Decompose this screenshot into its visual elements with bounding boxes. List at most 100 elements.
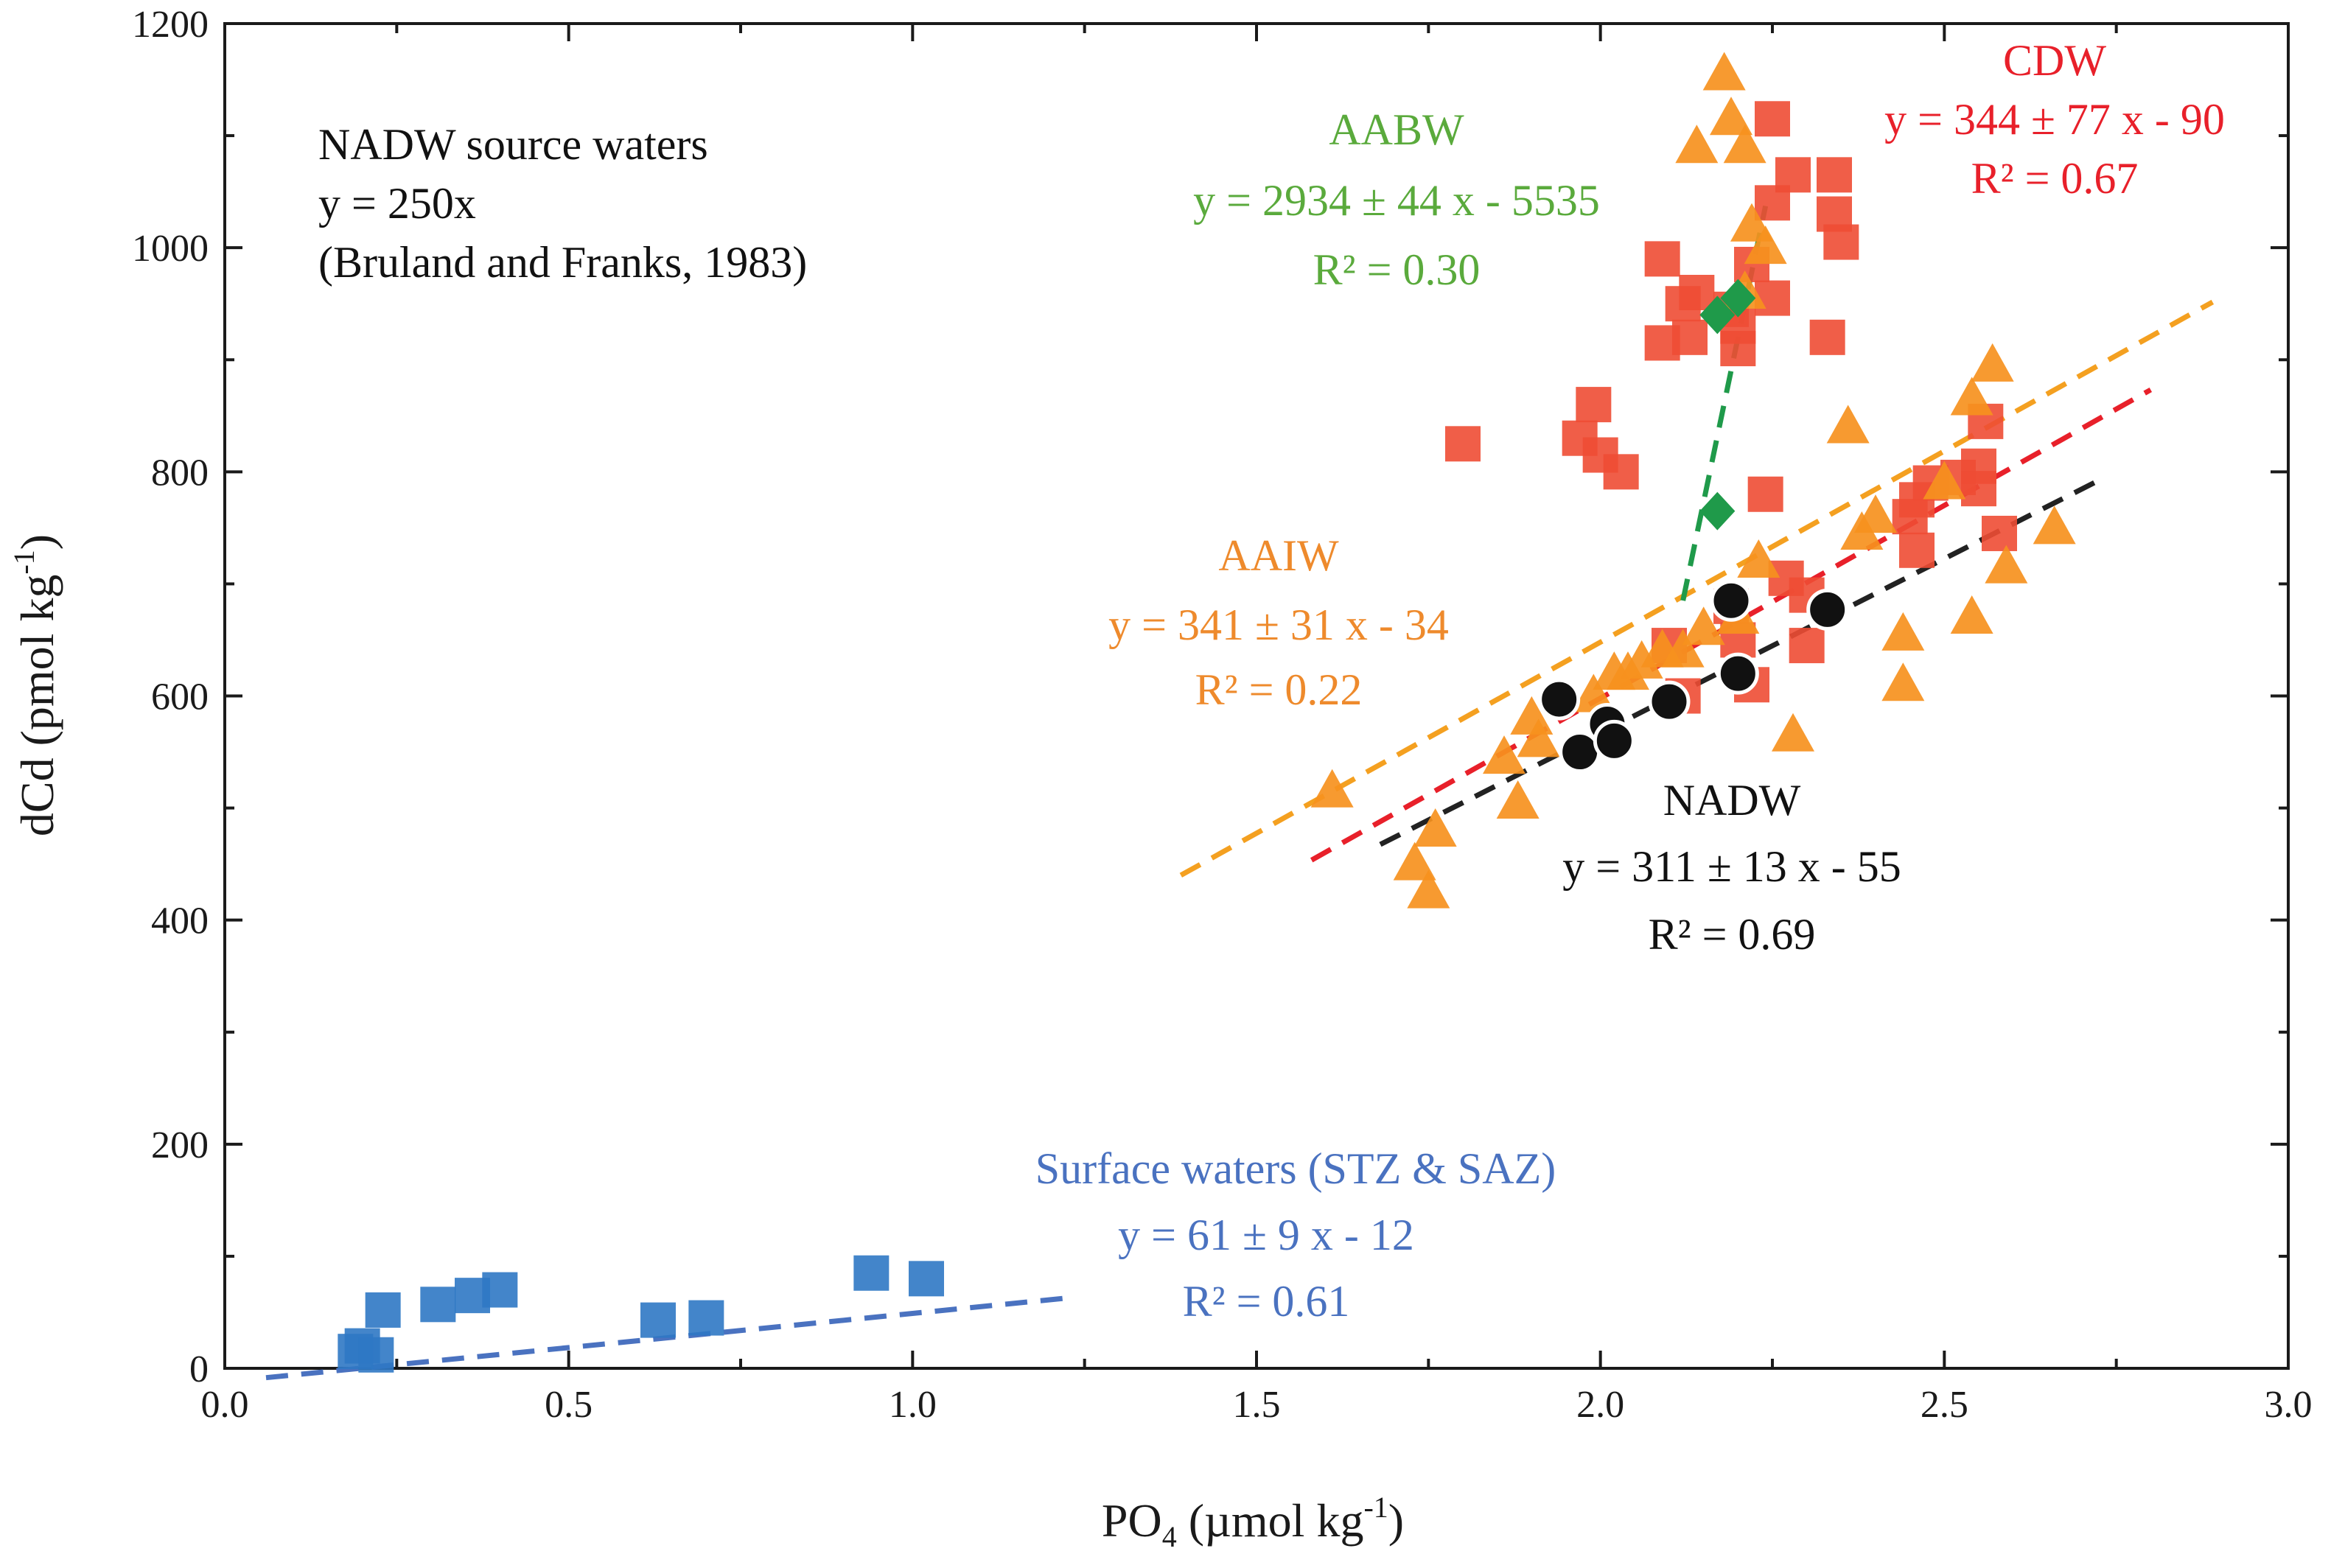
aaiw-point <box>1723 125 1766 164</box>
surface-label-r2: R² = 0.61 <box>1183 1277 1350 1326</box>
aaiw-label: AAIW y = 341 ± 31 x - 34 R² = 0.22 <box>1108 531 1449 714</box>
nadw-point <box>1716 652 1759 695</box>
surface-waters-stz-saz-point <box>688 1300 724 1336</box>
aabw-label-r2: R² = 0.30 <box>1313 245 1481 294</box>
cdw-point <box>1755 185 1790 221</box>
fit-lines <box>265 205 2215 1381</box>
x-tick-label: 1.5 <box>1233 1384 1281 1426</box>
x-tick-label: 0.0 <box>201 1384 249 1426</box>
aaiw-point <box>1510 696 1554 735</box>
x-tick-label: 2.0 <box>1576 1384 1624 1426</box>
y-tick-label: 600 <box>151 676 209 718</box>
y-tick-label: 200 <box>151 1124 209 1166</box>
cdw-point <box>1755 101 1790 137</box>
aaiw-point <box>1881 662 1925 701</box>
aabw-label: AABW y = 2934 ± 44 x - 5535 R² = 0.30 <box>1193 105 1600 294</box>
aaiw-point <box>1682 606 1725 645</box>
x-tick-label: 2.5 <box>1921 1384 1968 1426</box>
aaiw-point <box>1881 612 1925 651</box>
aaiw-point <box>1702 52 1746 91</box>
cdw-point <box>1603 454 1639 490</box>
y-tick-label: 800 <box>151 452 209 494</box>
cdw-label: CDW y = 344 ± 77 x - 90 R² = 0.67 <box>1884 36 2225 203</box>
aaiw-point <box>1772 713 1814 752</box>
x-axis-title: PO4 (µmol kg-1) <box>1102 1491 1404 1553</box>
axis-ticks: 0.0 0.5 1.0 1.5 2.0 2.5 3.0 0 200 400 600 800 1000 12… <box>132 4 2313 1426</box>
aaiw-point <box>1517 718 1560 757</box>
source-note-equation: y = 250x <box>318 179 476 228</box>
aaiw-point <box>1826 405 1870 444</box>
aaiw-point <box>1496 780 1540 819</box>
nadw-label-title: NADW <box>1663 776 1801 825</box>
cdw-point <box>1445 426 1481 462</box>
cdw-point <box>1576 387 1612 423</box>
surface-label-title: Surface waters (STZ & SAZ) <box>1035 1144 1556 1193</box>
cdw-point <box>1961 471 1996 507</box>
aaiw-point <box>1737 539 1780 578</box>
aaiw-point <box>1310 769 1354 808</box>
source-note-title: NADW source waters <box>318 120 708 169</box>
aaiw-point <box>1675 125 1719 164</box>
cdw-label-equation: y = 344 ± 77 x - 90 <box>1884 95 2225 144</box>
aabw-point <box>1720 279 1756 318</box>
aabw-label-title: AABW <box>1329 105 1464 154</box>
y-tick-label: 1000 <box>132 228 209 270</box>
cdw-point <box>1789 628 1825 664</box>
aaiw-point <box>1710 97 1752 136</box>
aaiw-label-equation: y = 341 ± 31 x - 34 <box>1108 601 1449 649</box>
aabw-point <box>1699 295 1736 335</box>
aaiw-point <box>1950 595 1993 634</box>
aaiw-point <box>1854 494 1897 533</box>
aaiw-point <box>1985 545 2028 584</box>
cdw-point <box>1982 515 2017 551</box>
source-water-note: NADW source waters y = 250x (Bruland and… <box>318 120 807 287</box>
cdw-label-r2: R² = 0.67 <box>1971 154 2139 203</box>
aaiw-point <box>1661 629 1705 668</box>
data-points <box>338 52 2076 1373</box>
nadw-point <box>1593 719 1635 762</box>
surface-waters-stz-saz-point <box>365 1292 401 1328</box>
cdw-point <box>1899 532 1935 568</box>
aaiw-point <box>1393 841 1436 881</box>
aaiw-point <box>1971 343 2014 382</box>
aaiw-point <box>1950 377 1993 416</box>
nadw-point <box>1710 579 1752 622</box>
cdw-point <box>1817 157 1852 193</box>
cdw-point <box>1720 331 1756 367</box>
y-tick-label: 1200 <box>132 4 209 46</box>
source-note-citation: (Bruland and Franks, 1983) <box>318 238 807 287</box>
cdw-point <box>1665 286 1701 322</box>
aabw-label-equation: y = 2934 ± 44 x - 5535 <box>1193 176 1600 225</box>
surface-waters-stz-saz-point <box>482 1272 518 1308</box>
aaiw-fit-line <box>1179 299 2215 878</box>
nadw-label-r2: R² = 0.69 <box>1649 910 1816 959</box>
cdw-point <box>1644 325 1680 361</box>
surface-label-equation: y = 61 ± 9 x - 12 <box>1118 1211 1414 1259</box>
aaiw-point <box>1407 869 1450 909</box>
cdw-point <box>1809 319 1845 355</box>
y-axis-title: dCd (pmol kg-1) <box>7 534 63 836</box>
nadw-point <box>1648 680 1691 723</box>
nadw-label: NADW y = 311 ± 13 x - 55 R² = 0.69 <box>1562 776 1901 959</box>
surface-waters-stz-saz-point <box>640 1302 676 1338</box>
cdw-point <box>1892 499 1928 535</box>
nadw-label-equation: y = 311 ± 13 x - 55 <box>1562 842 1901 891</box>
surface-waters-stz-saz-point <box>909 1261 944 1297</box>
surface-label: Surface waters (STZ & SAZ) y = 61 ± 9 x … <box>1035 1144 1556 1326</box>
surface-waters-stz-saz-point <box>853 1255 890 1291</box>
aaiw-point <box>1923 461 1966 500</box>
aaiw-point <box>1620 640 1663 679</box>
nadw-point <box>1538 678 1581 721</box>
aaiw-point <box>1483 735 1526 774</box>
aaiw-point <box>2033 505 2076 545</box>
surface-waters-stz-saz-point <box>420 1287 456 1323</box>
aabw-point <box>1699 491 1736 531</box>
cdw-label-title: CDW <box>2003 36 2106 85</box>
x-tick-label: 0.5 <box>545 1384 593 1426</box>
axes: 0.0 0.5 1.0 1.5 2.0 2.5 3.0 0 200 400 600 800 1000 12… <box>132 4 2313 1426</box>
x-tick-label: 3.0 <box>2265 1384 2313 1426</box>
aaiw-point <box>1413 808 1457 847</box>
aaiw-label-r2: R² = 0.22 <box>1195 665 1363 714</box>
cdw-point <box>1747 476 1783 512</box>
